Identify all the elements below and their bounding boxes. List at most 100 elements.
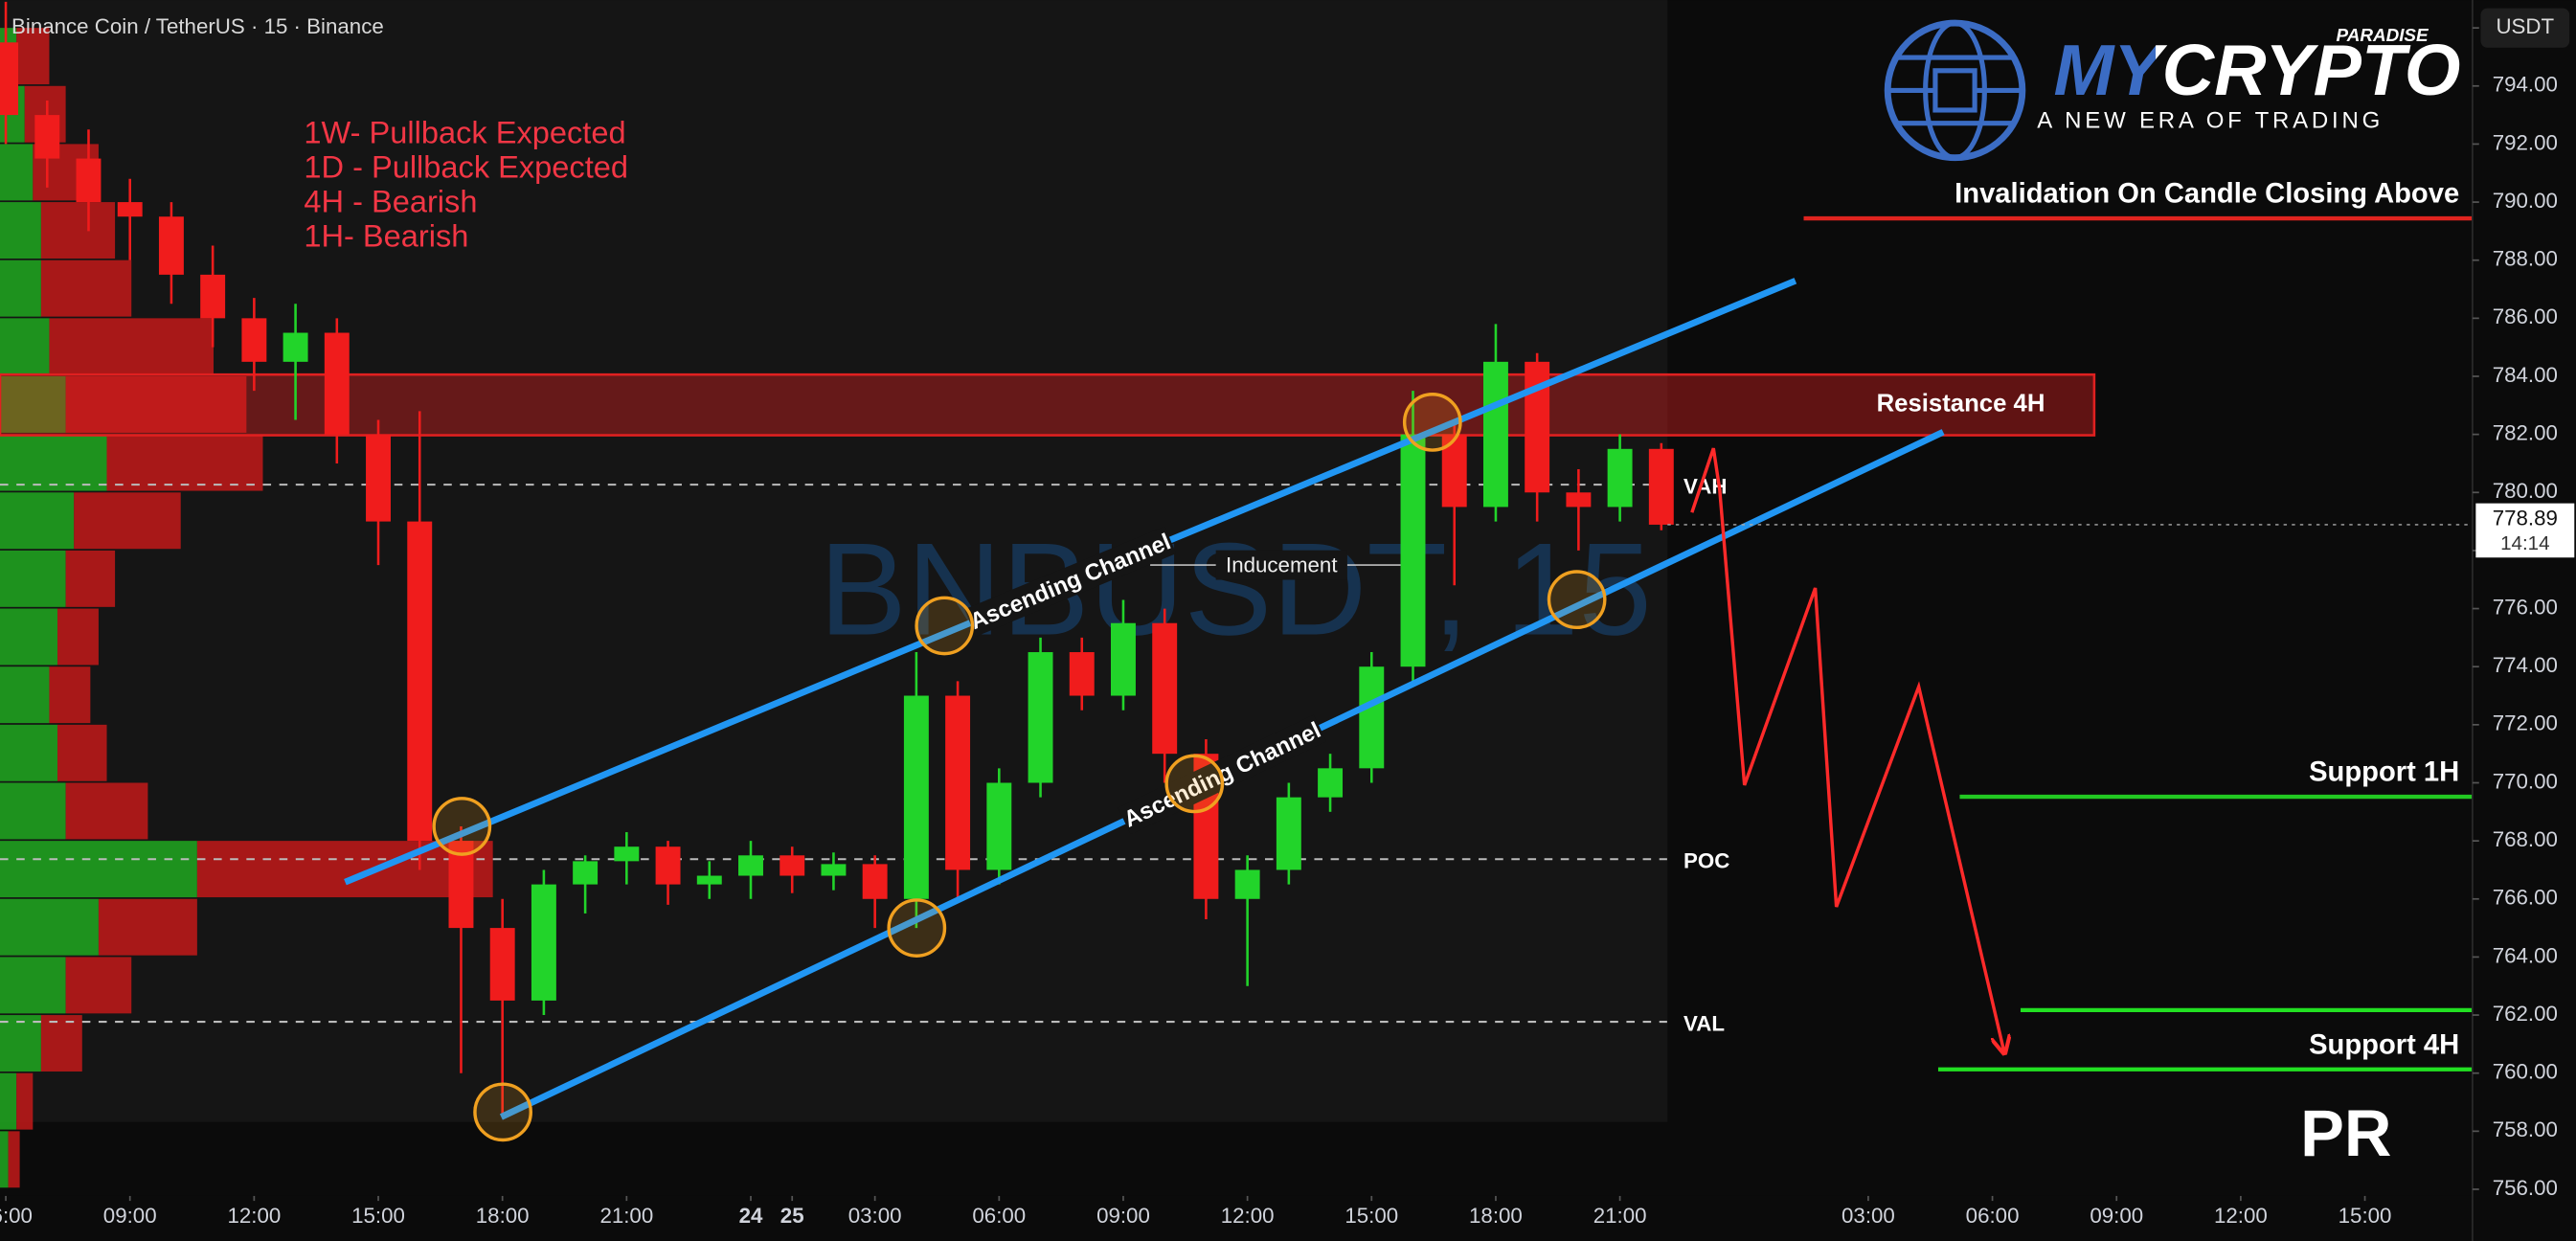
profile-sell [8,1131,20,1188]
logo-chip [1932,68,1977,113]
profile-buy [0,434,107,491]
candle-body [76,158,102,203]
y-tick-label: 786.00 [2493,305,2558,328]
resistance-zone [0,372,2096,437]
profile-sell [49,666,91,724]
logo-tag: PARADISE [2337,25,2429,45]
last-price-box [2475,503,2575,558]
profile-buy [0,550,66,607]
x-tick-label: 18:00 [476,1204,530,1228]
profile-buy [0,782,66,840]
x-tick-label: 06:00 [0,1204,33,1228]
price-axis [2472,0,2576,1241]
candle-body [407,521,433,842]
level-label: VAL [1683,1011,1725,1035]
profile-buy [0,202,41,259]
badge: PR [2300,1096,2391,1170]
x-tick-label: 12:00 [1221,1204,1275,1228]
profile-sell [16,28,50,85]
x-tick-label: 25 [780,1204,804,1228]
profile-buy [0,957,66,1014]
y-tick-label: 794.00 [2493,73,2558,97]
candle-body [241,318,267,362]
candle-body [655,846,681,885]
candle-body [531,884,556,1001]
level-label-bg [1215,550,1347,580]
currency-box[interactable] [2480,8,2570,48]
swing-marker [1402,393,1462,452]
countdown-label: 14:14 [2500,532,2550,554]
candle-body [1318,768,1344,798]
profile-sell [57,608,99,666]
profile-sell [98,898,197,956]
candle-body [573,861,599,885]
x-tick-label: 15:00 [351,1204,405,1228]
y-tick-label: 782.00 [2493,421,2558,445]
note: 1H- Bearish [304,217,468,253]
candle-body [200,274,226,319]
profile-buy [0,1072,17,1130]
note: 1D - Pullback Expected [304,148,628,184]
time-axis [0,1195,2473,1241]
candle-body [738,855,763,876]
swing-marker [473,1082,532,1142]
candle-body [117,202,143,217]
logo: MYCRYPTO PARADISE A NEW ERA OF TRADING [1884,19,2460,162]
profile-sell [65,957,132,1014]
logo-brand: MYCRYPTO [2053,30,2460,110]
candle-body [1359,666,1385,769]
y-tick-label: 784.00 [2493,363,2558,387]
channel-label-bg [964,526,1177,637]
candle-body [862,864,888,899]
logo-slogan: A NEW ERA OF TRADING [2037,107,2384,133]
x-tick-label: 03:00 [1842,1204,1895,1228]
swing-marker [1547,570,1607,630]
axis-layer: 756.00 758.00 760.00 762.00 764.00 766.00 768.… [0,14,2575,1228]
candle-body [1152,622,1178,755]
x-tick-label: 15:00 [2339,1204,2392,1228]
candle-body [1607,448,1633,508]
candle-body [282,332,308,362]
profile-buy [0,724,58,781]
y-tick-label: 764.00 [2493,943,2558,967]
y-tick-label: 760.00 [2493,1060,2558,1084]
x-tick-label: 21:00 [599,1204,653,1228]
profile-sell [40,1015,82,1072]
x-tick-label: 18:00 [1469,1204,1523,1228]
profile-sell [196,841,493,898]
candle-body [903,695,929,899]
candle-body [1482,361,1508,508]
profile-buy [0,318,50,375]
profile-buy [0,375,66,433]
swing-marker [1164,754,1225,814]
level-label: Inducement [1226,553,1338,577]
x-tick-label: 21:00 [1593,1204,1647,1228]
x-tick-label: 03:00 [848,1204,902,1228]
x-tick-label: 09:00 [2090,1204,2143,1228]
profile-sell [65,375,247,433]
currency[interactable]: USDT [2496,14,2554,38]
candle-body [34,115,60,159]
candle-body [1234,869,1260,899]
swing-marker [432,797,492,856]
profile-buy [0,1131,9,1188]
y-tick-label: 772.00 [2493,711,2558,735]
candle-body [986,782,1012,870]
y-tick-label: 780.00 [2493,479,2558,503]
profile-buy [0,259,41,317]
y-tick-label: 758.00 [2493,1117,2558,1141]
x-tick-label: 12:00 [227,1204,281,1228]
profile-buy [0,898,99,956]
note: 4H - Bearish [304,183,477,218]
candle-body [614,846,640,862]
last-price-label: 778.89 [2493,507,2558,530]
y-tick-label: 762.00 [2493,1002,2558,1026]
candle-body [1111,622,1136,696]
x-tick-label: 24 [739,1204,763,1228]
candle-body [1028,652,1053,783]
profile-sell [49,318,215,375]
profile-sell [16,1072,34,1130]
profile-sell [106,434,263,491]
level-label: POC [1683,849,1729,873]
